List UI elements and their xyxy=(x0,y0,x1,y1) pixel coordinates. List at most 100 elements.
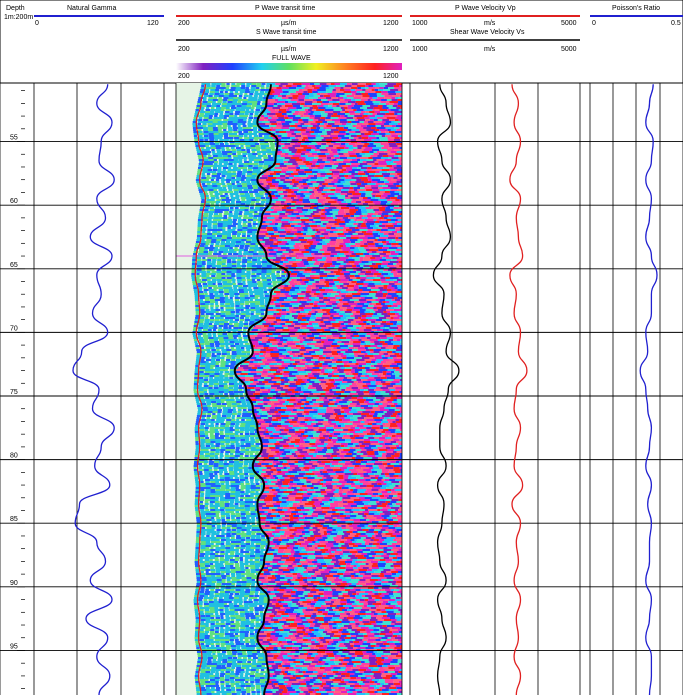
wave-cell xyxy=(292,181,299,183)
wave-cell xyxy=(198,251,204,253)
wave-cell xyxy=(271,123,278,125)
wave-cell xyxy=(249,249,256,251)
wave-cell xyxy=(310,201,318,203)
wave-cell xyxy=(291,249,300,251)
wave-cell xyxy=(268,175,274,177)
wave-cell xyxy=(337,237,341,239)
wave-cell xyxy=(253,119,258,121)
wave-cell xyxy=(245,197,253,199)
wave-cell xyxy=(243,251,250,253)
wave-cell xyxy=(327,267,335,269)
wave-cell xyxy=(268,337,275,339)
wave-cell xyxy=(301,291,306,293)
wave-cell xyxy=(193,339,198,341)
wave-cell xyxy=(343,261,349,263)
wave-cell xyxy=(191,269,197,271)
wave-cell xyxy=(318,125,327,127)
wave-cell xyxy=(232,221,237,223)
wave-cell xyxy=(398,211,402,213)
wave-cell xyxy=(282,191,288,193)
wave-cell xyxy=(212,127,218,129)
wave-cell xyxy=(376,127,386,129)
wave-cell xyxy=(396,143,402,145)
wave-cell xyxy=(261,269,268,271)
wave-cell xyxy=(238,289,245,291)
wave-cell xyxy=(315,193,322,195)
wave-cell xyxy=(313,327,322,329)
wave-cell xyxy=(314,279,320,281)
wave-cell xyxy=(330,141,336,143)
wave-cell xyxy=(366,209,374,211)
wave-cell xyxy=(366,321,372,323)
wave-cell xyxy=(336,231,344,233)
wave-cell xyxy=(334,219,341,221)
wave-cell xyxy=(380,139,389,141)
wave-cell xyxy=(277,123,282,125)
wave-cell xyxy=(285,295,291,297)
wave-cell xyxy=(319,333,324,335)
wave-cell xyxy=(273,89,283,91)
wave-cell xyxy=(347,287,354,289)
wave-cell xyxy=(224,209,230,211)
wave-cell xyxy=(297,329,303,331)
wave-cell xyxy=(221,105,227,107)
wave-cell xyxy=(313,185,319,187)
wave-cell xyxy=(301,143,310,145)
wave-cell xyxy=(249,161,253,163)
wave-cell xyxy=(220,205,226,207)
wave-cell xyxy=(379,137,388,139)
wave-cell xyxy=(401,235,402,237)
wave-cell xyxy=(264,319,269,321)
wave-cell xyxy=(376,95,385,97)
wave-cell xyxy=(240,301,245,303)
wave-cell xyxy=(382,119,390,121)
wave-cell xyxy=(358,165,363,167)
wave-cell xyxy=(385,127,395,129)
wave-cell xyxy=(355,231,362,233)
wave-cell xyxy=(398,261,402,263)
wave-cell xyxy=(348,279,353,281)
wave-cell xyxy=(386,323,394,325)
wave-cell xyxy=(249,299,253,301)
wave-cell xyxy=(256,273,262,275)
wave-cell xyxy=(326,173,334,175)
wave-cell xyxy=(338,229,346,231)
wave-cell xyxy=(361,193,366,195)
wave-cell xyxy=(267,281,273,283)
wave-cell xyxy=(391,157,399,159)
wave-cell xyxy=(383,89,391,91)
wave-cell xyxy=(237,225,243,227)
wave-cell xyxy=(220,201,225,203)
wave-cell xyxy=(256,277,264,279)
wave-cell xyxy=(383,267,390,269)
wave-cell xyxy=(221,271,229,273)
wave-cell xyxy=(335,297,341,299)
wave-cell xyxy=(380,157,389,159)
wave-cell xyxy=(206,265,214,267)
wave-cell xyxy=(214,249,219,251)
wave-cell xyxy=(373,103,380,105)
wave-cell xyxy=(255,87,260,89)
wave-cell xyxy=(397,297,402,299)
wave-cell xyxy=(208,131,215,133)
wave-cell xyxy=(202,101,209,103)
wave-cell xyxy=(230,201,235,203)
wave-cell xyxy=(276,271,281,273)
wave-cell xyxy=(397,115,402,117)
wave-cell xyxy=(371,289,380,291)
wave-cell xyxy=(288,281,295,283)
wave-cell xyxy=(362,291,369,293)
wave-cell xyxy=(330,129,339,131)
wave-cell xyxy=(289,123,295,125)
wave-cell xyxy=(361,209,367,211)
wave-cell xyxy=(355,101,365,103)
wave-cell xyxy=(377,291,383,293)
wave-cell xyxy=(344,175,349,177)
wave-cell xyxy=(260,197,266,199)
wave-cell xyxy=(313,325,320,327)
wave-cell xyxy=(324,123,328,125)
wave-cell xyxy=(203,129,209,131)
wave-cell xyxy=(327,297,336,299)
wave-cell xyxy=(367,145,377,147)
wave-cell xyxy=(216,263,223,265)
